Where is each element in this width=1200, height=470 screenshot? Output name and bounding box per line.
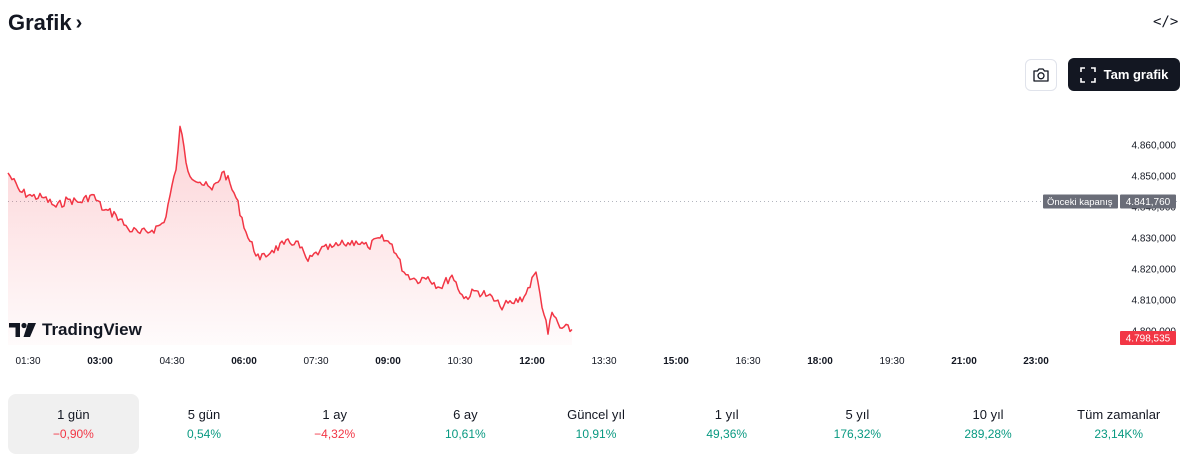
y-axis: 4.860,0004.850,0004.840,0004.830,0004.82…: [1132, 141, 1177, 338]
period-5y[interactable]: 5 yıl 176,32%: [792, 394, 923, 454]
last-price-tag: 4.798,535: [1120, 331, 1176, 345]
previous-close-value-bg: [1120, 194, 1176, 209]
price-chart[interactable]: 4.860,0004.850,0004.840,0004.830,0004.82…: [0, 95, 1200, 375]
x-tick-label: 04:30: [159, 356, 184, 367]
y-tick-label: 4.820,000: [1132, 265, 1177, 276]
embed-code-button[interactable]: </>: [1153, 14, 1179, 30]
previous-close-value: 4.841,760: [1126, 197, 1171, 208]
x-tick-label: 18:00: [807, 356, 833, 367]
fullscreen-icon: [1079, 66, 1096, 83]
last-price-bg: [1120, 331, 1176, 345]
previous-close-label: Önceki kapanış: [1047, 197, 1113, 208]
chart-section-title[interactable]: Grafik ›: [8, 10, 82, 36]
x-tick-label: 13:30: [591, 356, 616, 367]
period-change: 10,91%: [575, 427, 617, 441]
period-10y[interactable]: 10 yıl 289,28%: [923, 394, 1054, 454]
full-chart-label: Tam grafik: [1103, 67, 1169, 82]
period-change: 23,14K%: [1094, 427, 1144, 441]
x-tick-label: 07:30: [303, 356, 328, 367]
period-change: 10,61%: [445, 427, 486, 441]
x-tick-label: 03:00: [87, 356, 113, 367]
x-tick-label: 10:30: [447, 356, 472, 367]
period-change: 176,32%: [833, 427, 882, 441]
period-label: 5 gün: [187, 407, 221, 422]
y-tick-label: 4.860,000: [1132, 141, 1177, 152]
period-6m[interactable]: 6 ay 10,61%: [400, 394, 531, 454]
period-1m[interactable]: 1 ay −4,32%: [269, 394, 400, 454]
x-tick-label: 12:00: [519, 356, 545, 367]
tradingview-logo: TradingView: [9, 320, 142, 340]
period-change: 289,28%: [964, 427, 1012, 441]
period-all[interactable]: Tüm zamanlar 23,14K%: [1053, 394, 1184, 454]
x-axis: 01:30 03:00 04:30 06:00 07:30 09:00 10:30 12:00…: [15, 356, 1049, 367]
period-selector: 1 gün −0,90% 5 gün 0,54% 1 ay −4,32% 6 a…: [8, 394, 1184, 454]
period-label: Güncel yıl: [567, 407, 625, 422]
period-1y[interactable]: 1 yıl 49,36%: [661, 394, 792, 454]
period-1d[interactable]: 1 gün −0,90%: [8, 394, 139, 454]
period-change: −4,32%: [314, 427, 356, 441]
period-5d[interactable]: 5 gün 0,54%: [139, 394, 270, 454]
camera-icon: [1033, 68, 1049, 82]
x-tick-label: 09:00: [375, 356, 401, 367]
y-tick-label: 4.830,000: [1132, 234, 1177, 245]
period-label: 5 yıl: [845, 407, 870, 422]
period-label: 10 yıl: [972, 407, 1004, 422]
full-chart-button[interactable]: Tam grafik: [1068, 58, 1180, 91]
x-tick-label: 21:00: [951, 356, 977, 367]
x-tick-label: 16:30: [735, 356, 760, 367]
x-tick-label: 06:00: [231, 356, 257, 367]
previous-close-tag: Önceki kapanış 4.841,760: [1043, 194, 1176, 209]
chevron-right-icon: ›: [75, 11, 83, 34]
x-tick-label: 19:30: [879, 356, 904, 367]
y-tick-label: 4.810,000: [1132, 296, 1177, 307]
period-ytd[interactable]: Güncel yıl 10,91%: [531, 394, 662, 454]
period-label: 1 gün: [57, 407, 90, 422]
period-label: 1 ay: [322, 407, 347, 422]
last-price-value: 4.798,535: [1126, 334, 1171, 345]
period-change: −0,90%: [52, 427, 94, 441]
tradingview-mark-icon: [9, 322, 36, 337]
period-change: 49,36%: [706, 427, 748, 441]
x-tick-label: 23:00: [1023, 356, 1049, 367]
snapshot-button[interactable]: [1025, 59, 1057, 91]
chart-title-text: Grafik: [8, 10, 72, 35]
price-area-fill: [8, 126, 572, 346]
previous-close-label-bg: [1043, 194, 1118, 209]
price-line: [7, 125, 573, 335]
period-label: 6 ay: [453, 407, 478, 422]
period-label: 1 yıl: [714, 407, 739, 422]
x-tick-label: 15:00: [663, 356, 689, 367]
tradingview-wordmark: TradingView: [42, 320, 142, 339]
period-change: 0,54%: [186, 427, 222, 441]
y-tick-label: 4.850,000: [1132, 172, 1177, 183]
period-label: Tüm zamanlar: [1077, 407, 1161, 422]
x-tick-label: 01:30: [15, 356, 40, 367]
